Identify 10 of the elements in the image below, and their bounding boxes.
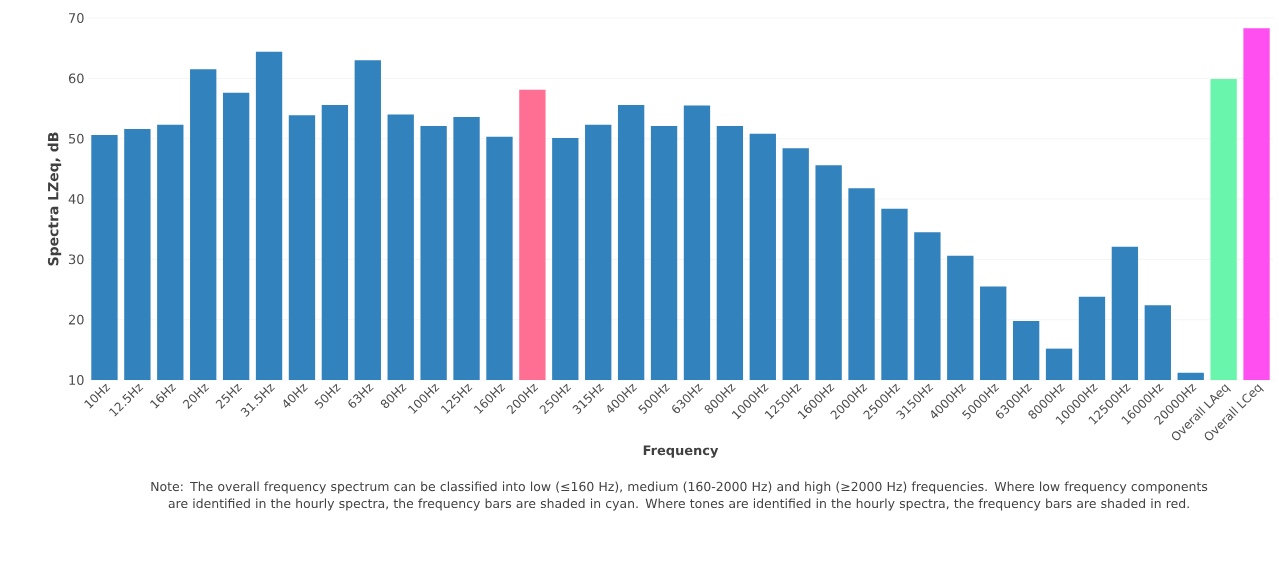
- y-tick-label: 70: [69, 13, 84, 23]
- y-tick-label: 20: [68, 314, 84, 325]
- y-tick-label: 60: [68, 73, 84, 84]
- y-axis-title: Spectra LZeq, dB: [47, 132, 62, 266]
- y-tick-label: 10: [69, 375, 84, 385]
- y-tick-label: 30: [68, 254, 84, 265]
- y-tick-label: 40: [68, 194, 84, 204]
- y-tick-label: 50: [69, 133, 84, 144]
- x-axis-title: Frequency: [643, 445, 719, 458]
- text: Note: The overall frequency spectrum can be classified into low (≤160 Hz), medium (160-2000 Hz) and high (≥2000 Hz) frequencies. Where low frequency components are identified in the hourly spectra, the frequency bars are shaded in cyan. Where tones are identified in the hourly spectra, the frequency bars are shaded in red.: [151, 481, 1208, 511]
